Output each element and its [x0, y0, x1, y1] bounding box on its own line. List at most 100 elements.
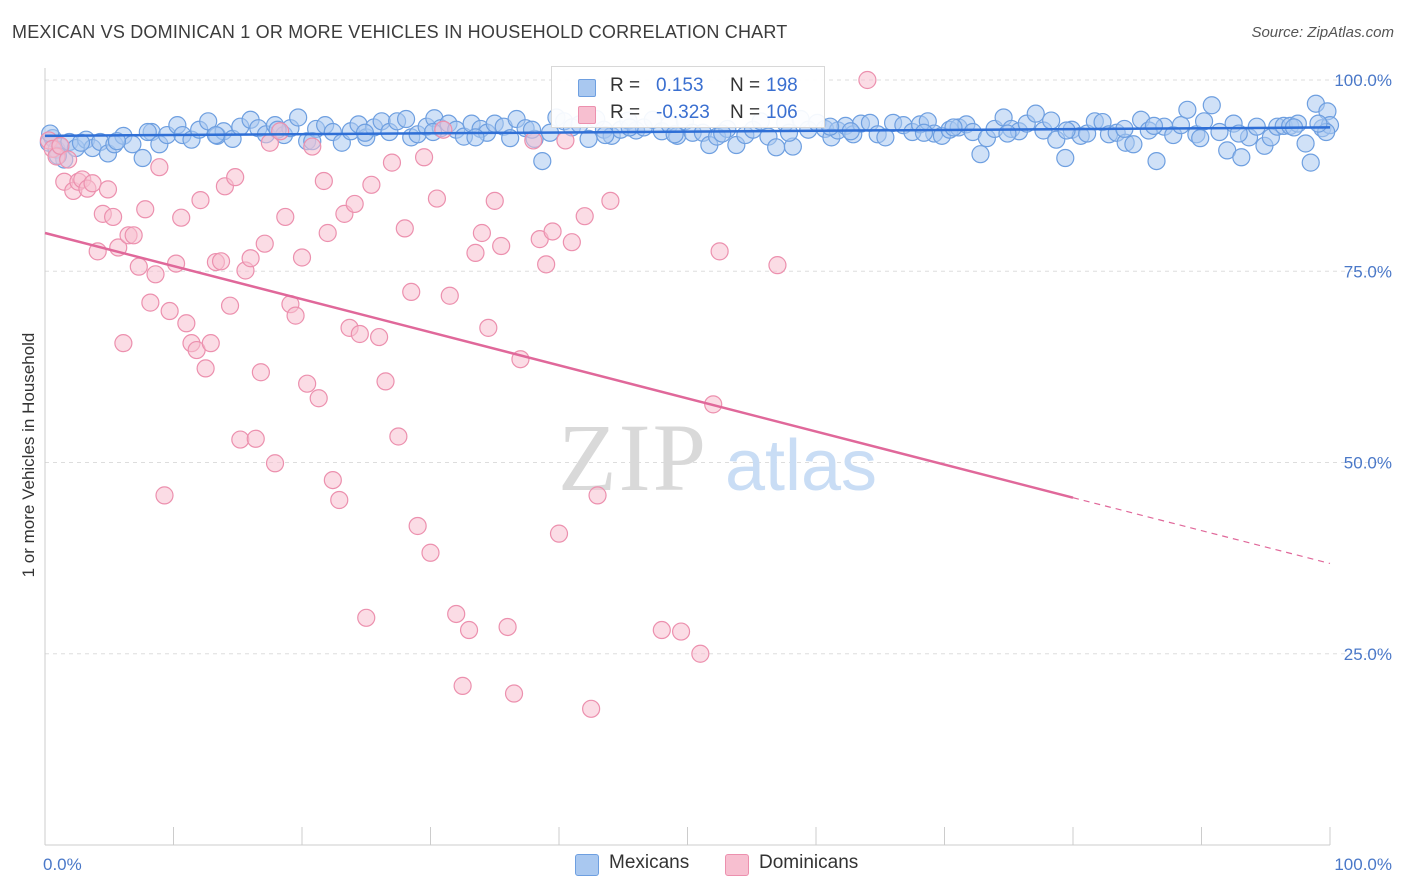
dominicans-point	[459, 620, 479, 640]
dominicans-point	[129, 257, 148, 276]
legend-label-mexicans: Mexicans	[609, 852, 690, 873]
n-label: N =	[730, 75, 761, 96]
dominicans-point	[350, 324, 369, 344]
dominicans-point	[276, 207, 295, 227]
mexicans-point	[767, 138, 786, 157]
dominicans-point	[434, 120, 453, 139]
mexicans-point	[1057, 121, 1076, 140]
dominicans-point	[226, 168, 245, 187]
r-value: -0.323	[656, 102, 710, 123]
dominicans-point	[150, 158, 169, 177]
dominicans-point	[414, 148, 434, 167]
mexicans-point	[1191, 129, 1210, 148]
mexicans-point	[1232, 148, 1251, 167]
dominicans-point	[498, 617, 517, 637]
mexicans-point	[1301, 153, 1320, 172]
mexicans-point	[1178, 100, 1197, 119]
dominicans-point	[440, 286, 459, 305]
dominicans-point	[160, 301, 179, 321]
mexicans-point	[944, 118, 963, 137]
mexicans-point	[466, 128, 485, 147]
dominicans-point	[768, 256, 787, 275]
dominicans-trend-extension	[1072, 497, 1331, 565]
dominicans-point	[671, 622, 691, 641]
mexicans-point	[971, 145, 990, 164]
dominicans-point	[345, 194, 364, 214]
dominicans-point	[408, 516, 427, 536]
mexicans-point	[998, 124, 1017, 143]
dominicans-point	[395, 219, 414, 238]
dominicans-point	[241, 249, 260, 268]
n-value: 198	[766, 75, 798, 96]
mexicans-point	[1296, 134, 1315, 153]
dominicans-point	[314, 171, 333, 191]
dominicans-point	[858, 70, 877, 90]
dominicans-legend-swatch	[725, 854, 749, 876]
dominicans-point	[59, 150, 78, 169]
dominicans-point	[588, 486, 607, 505]
dominicans-point	[318, 223, 337, 243]
stats-row-mexicans: R = 0.153 N = 198	[552, 75, 824, 101]
watermark-zip: ZIP	[558, 404, 708, 511]
dominicans-point	[537, 255, 556, 274]
mexicans-swatch	[578, 79, 596, 97]
dominicans-point	[575, 207, 594, 226]
dominicans-point	[83, 174, 102, 193]
mexicans-trend-line	[44, 126, 1331, 138]
mexicans-point	[1042, 111, 1061, 130]
watermark: ZIP atlas	[558, 404, 877, 511]
stats-row-dominicans: R = -0.323 N = 106	[552, 102, 824, 128]
dominicans-point	[265, 454, 285, 473]
mexicans-point	[199, 112, 218, 131]
source-label: Source: ZipAtlas.com	[1251, 24, 1394, 41]
dominicans-point	[303, 137, 322, 156]
mexicans-point	[876, 128, 895, 147]
mexicans-point	[1194, 112, 1214, 131]
mexicans-point	[1202, 96, 1221, 115]
n-value: 106	[766, 102, 798, 123]
dominicans-point	[524, 131, 543, 150]
axes	[44, 68, 1331, 846]
mexicans-point	[1144, 116, 1164, 136]
chart-title: MEXICAN VS DOMINICAN 1 OR MORE VEHICLES …	[12, 22, 788, 42]
dominicans-point	[389, 427, 408, 446]
dominicans-point	[543, 222, 562, 241]
dominicans-point	[196, 359, 215, 378]
n-label: N =	[730, 102, 761, 123]
dominicans-point	[298, 374, 317, 393]
dominicans-swatch	[578, 106, 596, 124]
mexicans-point	[596, 125, 615, 145]
dominicans-point	[104, 207, 123, 227]
mexicans-point	[133, 148, 152, 168]
legend-label-dominicans: Dominicans	[759, 852, 859, 873]
mexicans-point	[1124, 135, 1143, 154]
dominicans-point	[146, 265, 165, 284]
dominicans-point	[357, 608, 376, 627]
mexicans-point	[1171, 116, 1191, 135]
dominicans-point	[255, 234, 274, 253]
mexicans-point	[107, 132, 127, 151]
x-tick-label: 0.0%	[43, 855, 82, 874]
r-value: 0.153	[656, 75, 704, 96]
dominicans-point	[155, 486, 174, 505]
dominicans-point	[466, 243, 485, 262]
dominicans-point	[251, 363, 270, 382]
mexicans-point	[289, 108, 308, 127]
r-label: R =	[610, 102, 641, 123]
dominicans-point	[271, 122, 290, 141]
dominicans-point	[286, 306, 305, 325]
dominicans-trend-line	[44, 231, 1074, 499]
dominicans-point	[710, 242, 729, 261]
dominicans-point	[402, 282, 421, 302]
dominicans-point	[453, 676, 472, 695]
mexicans-point	[1026, 104, 1045, 123]
dominicans-point	[691, 644, 710, 663]
mexicans-point	[1147, 151, 1166, 171]
dominicans-point	[136, 200, 155, 219]
dominicans-point	[382, 153, 402, 172]
y-tick-label: 50.0%	[1344, 454, 1392, 473]
mexicans-point	[71, 133, 91, 152]
dominicans-point	[485, 191, 504, 210]
mexicans-point	[396, 109, 416, 129]
